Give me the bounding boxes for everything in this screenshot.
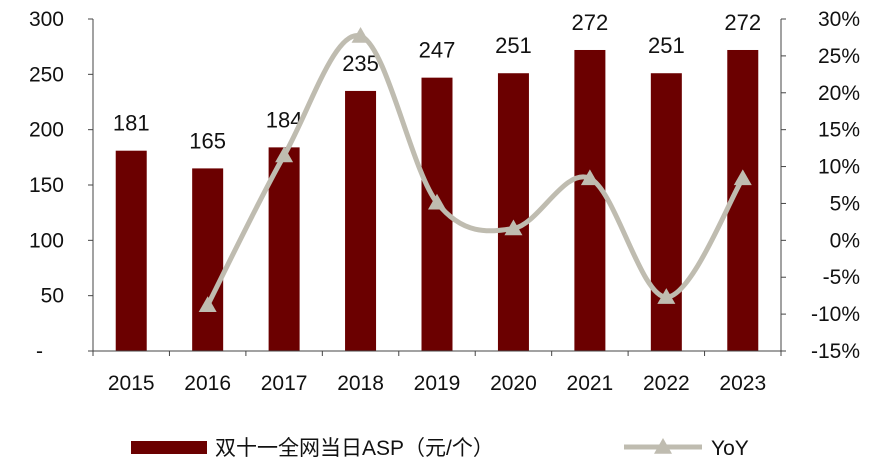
legend: 双十一全网当日ASP（元/个） YoY: [131, 437, 749, 460]
bar-label-2016: 165: [189, 128, 226, 153]
right-tick-label: 20%: [818, 82, 860, 105]
bar-label-2022: 251: [648, 33, 685, 58]
bar-2022: [650, 73, 682, 351]
yoy-marker-2023: [733, 169, 752, 186]
left-tick-label: 100: [29, 229, 64, 252]
x-tick-label-2016: 2016: [184, 372, 231, 395]
bar-label-2015: 181: [113, 111, 150, 136]
yoy-marker-2021: [580, 169, 599, 186]
x-axis-ticks: 2015 2016 2017 2018 2019 2020 2021 2022 2023: [92, 351, 782, 395]
bar-2016: [192, 168, 224, 351]
x-tick-label-2022: 2022: [643, 372, 690, 395]
right-tick-label: 10%: [818, 156, 860, 179]
bar-label-2018: 235: [342, 51, 379, 76]
left-tick-label: 50: [41, 285, 64, 308]
yoy-marker-2017: [275, 146, 294, 163]
x-tick-label-2015: 2015: [108, 372, 155, 395]
bar-label-2021: 272: [572, 10, 609, 35]
bar-2021: [574, 49, 606, 352]
right-tick-label: 30%: [818, 8, 860, 31]
right-tick-label: 5%: [830, 192, 860, 215]
bar-label-2023: 272: [724, 10, 761, 35]
x-tick-label-2018: 2018: [337, 372, 384, 395]
left-tick-label: 200: [29, 119, 64, 142]
bar-label-2019: 247: [419, 38, 456, 63]
yoy-line: [205, 33, 746, 308]
bar-2017: [268, 147, 300, 351]
yoy-series: [198, 26, 752, 313]
right-axis-ticks: -15% -10% -5% 0% 5% 10% 15% 20% 25% 30%: [781, 8, 860, 363]
right-tick-label: 0%: [830, 229, 860, 252]
left-tick-label: 150: [29, 174, 64, 197]
left-tick-label: 300: [29, 8, 64, 31]
legend-bar-label: 双十一全网当日ASP（元/个）: [215, 437, 494, 460]
right-tick-label: -15%: [811, 340, 860, 363]
right-tick-label: -10%: [811, 303, 860, 326]
x-tick-label-2021: 2021: [567, 372, 614, 395]
x-tick-label-2020: 2020: [490, 372, 537, 395]
yoy-marker-2016: [198, 296, 217, 313]
legend-triangle-marker-icon: [654, 438, 672, 454]
right-tick-label: 15%: [818, 119, 860, 142]
legend-bar-swatch: [131, 441, 207, 454]
yoy-marker-2018: [351, 26, 370, 43]
bar-2020: [497, 73, 529, 351]
x-tick-label-2019: 2019: [414, 372, 461, 395]
bar-2018: [345, 90, 377, 351]
right-tick-label: 25%: [818, 45, 860, 68]
x-tick-label-2017: 2017: [261, 372, 308, 395]
bar-2015: [115, 150, 147, 351]
left-axis-ticks: - 50 100 150 200 250 300: [29, 8, 93, 363]
yoy-marker-2020: [504, 219, 523, 236]
x-tick-label-2023: 2023: [719, 372, 766, 395]
right-tick-label: -5%: [823, 266, 860, 289]
left-tick-label: 250: [29, 63, 64, 86]
yoy-marker-2022: [657, 288, 676, 304]
left-tick-label: -: [36, 340, 43, 363]
legend-line-label: YoY: [711, 437, 749, 460]
yoy-marker-2019: [428, 193, 446, 210]
bar-label-2020: 251: [495, 33, 532, 58]
